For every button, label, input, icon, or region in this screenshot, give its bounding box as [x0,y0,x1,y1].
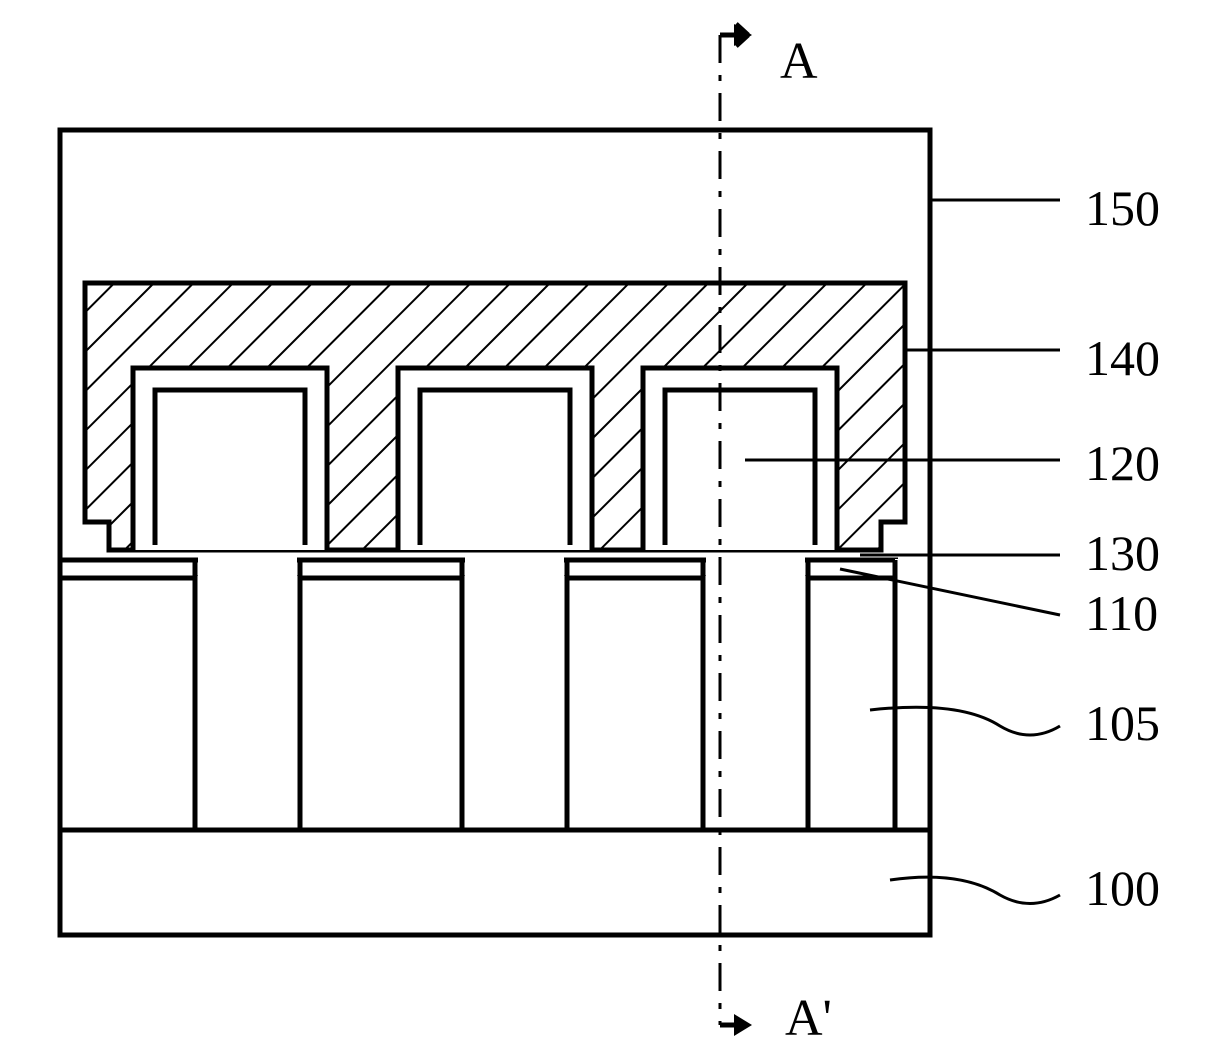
label-120: 120 [1085,435,1160,491]
diagram-svg: A A' 150 140 120 130110 105 100 [0,0,1215,1060]
fin-120-1 [420,390,570,545]
label-100: 100 [1085,860,1160,916]
leader-100 [890,877,1060,903]
section-label-a: A [780,33,818,90]
label-150: 150 [1085,180,1160,236]
fin-120-0 [155,390,305,545]
leader-110 [840,569,1060,615]
section-arrow-bottom-icon [734,1014,752,1036]
label-110: 110 [1085,585,1158,641]
label-130: 130 [1085,525,1160,581]
fin-120-2 [665,390,815,545]
diagram-stage: A A' 150 140 120 130110 105 100 [0,0,1215,1060]
label-105: 105 [1085,695,1160,751]
section-label-a-prime: A' [785,990,832,1047]
label-140: 140 [1085,330,1160,386]
